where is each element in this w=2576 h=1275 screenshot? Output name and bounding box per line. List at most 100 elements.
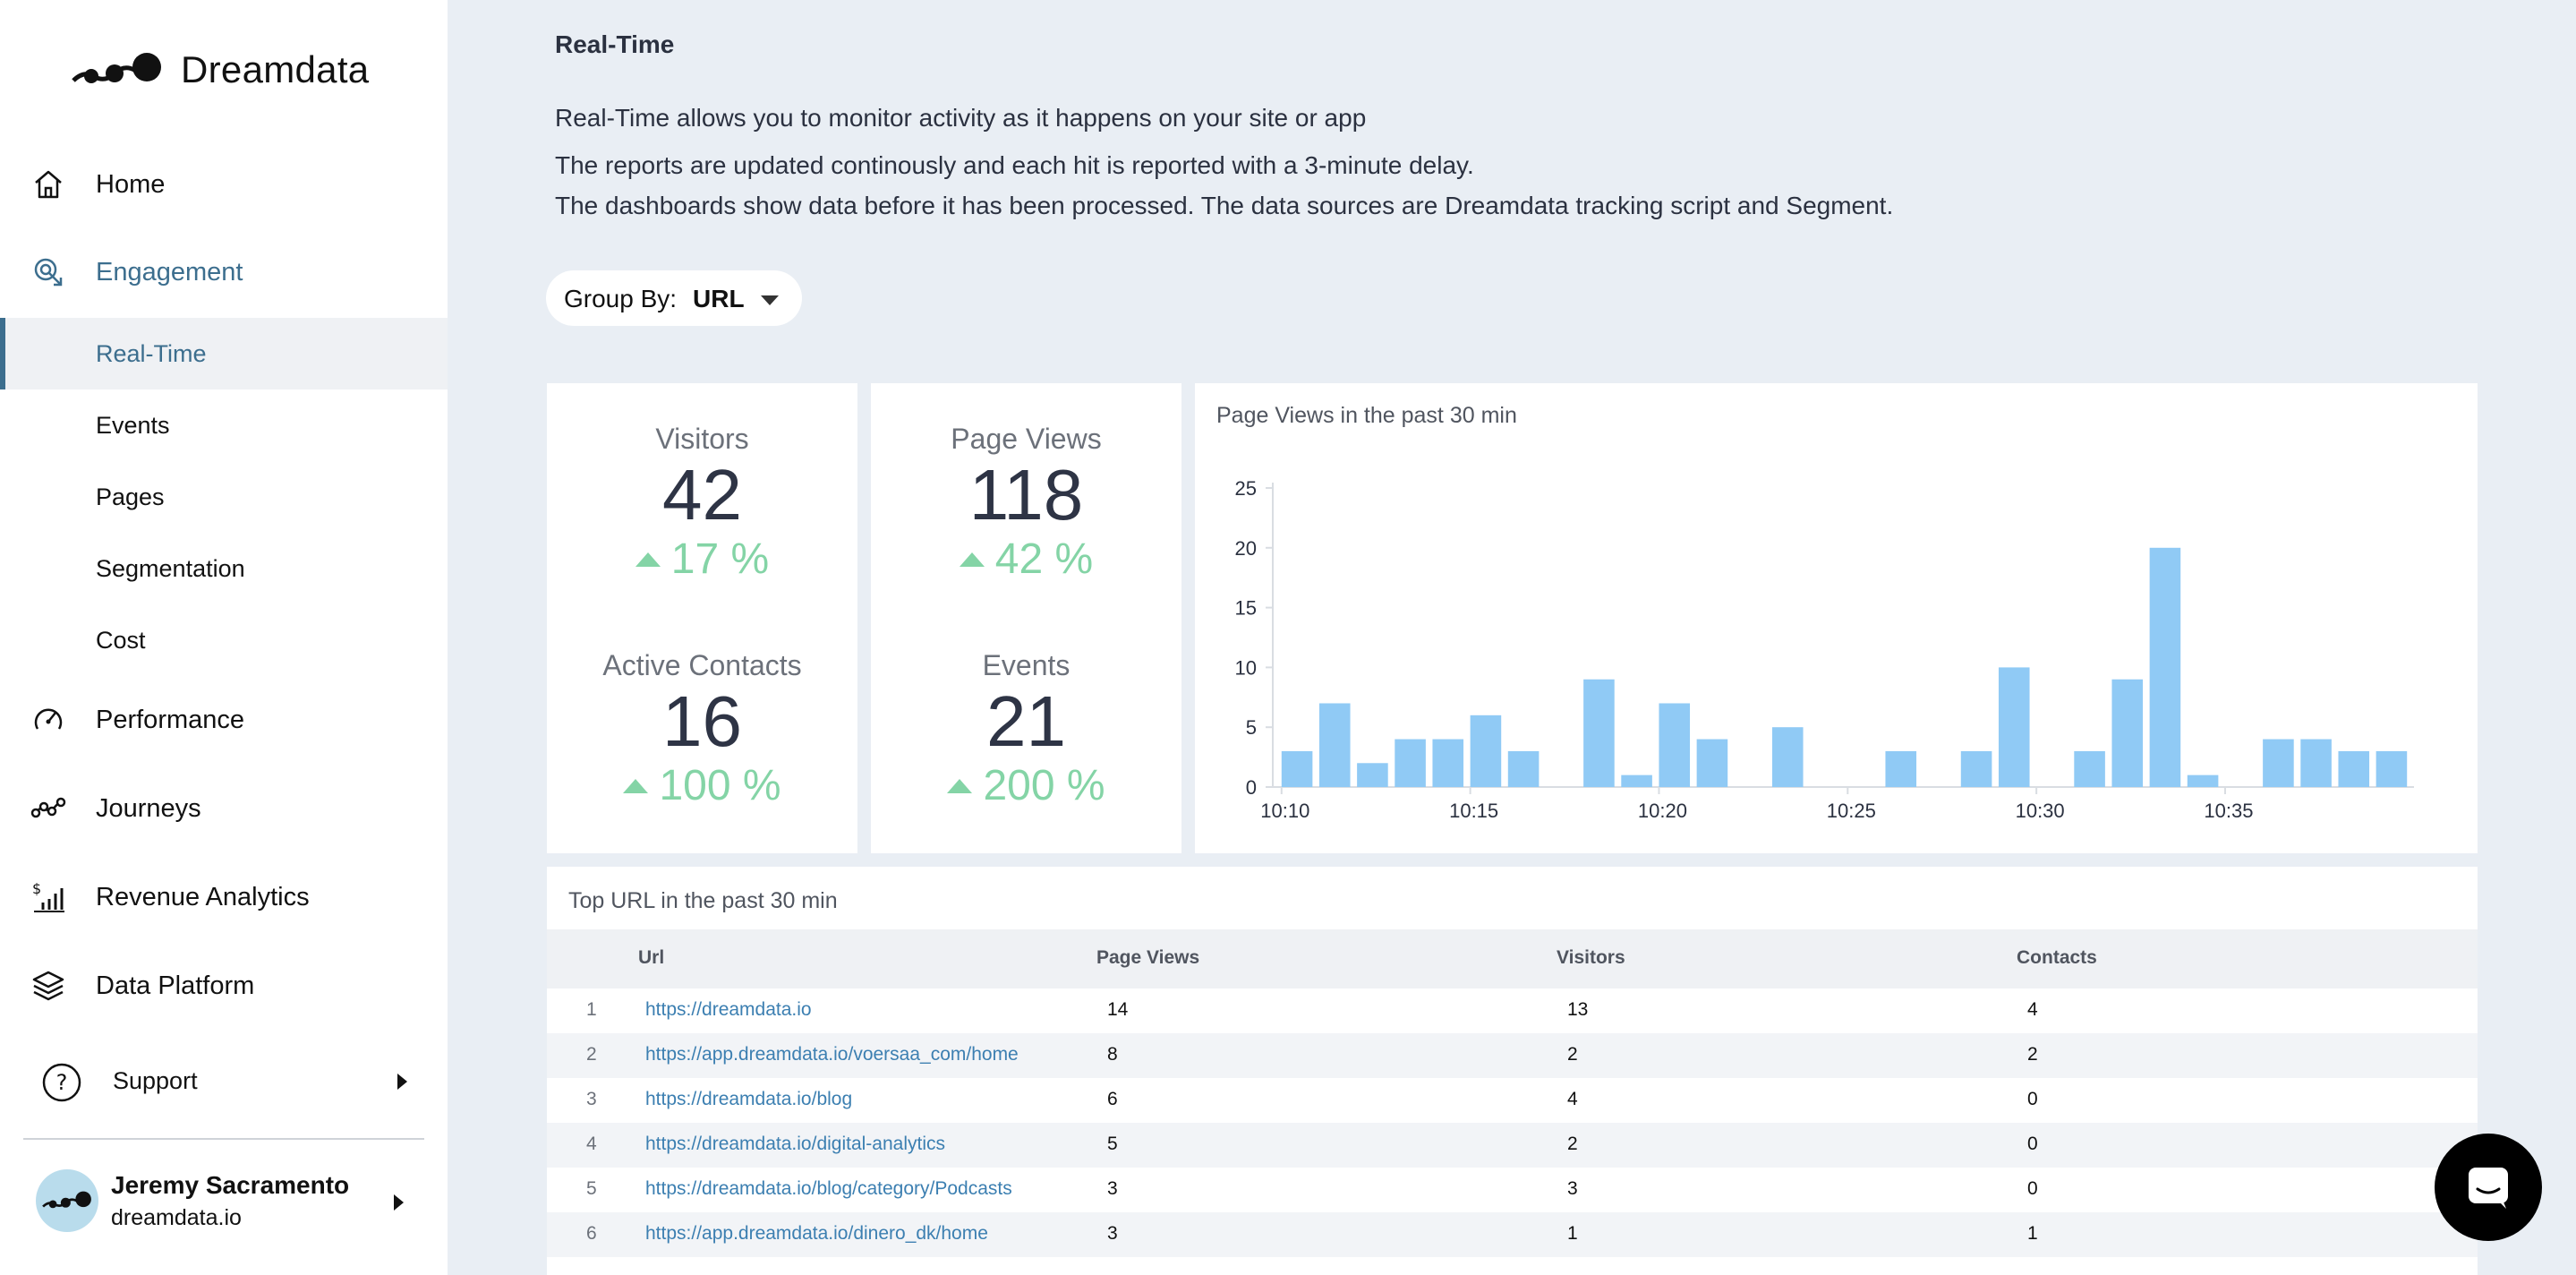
kpi-page-views: Page Views 118 42 % bbox=[871, 423, 1181, 584]
bar-10:19[interactable] bbox=[1621, 774, 1652, 787]
dreamdata-logo-icon bbox=[72, 53, 161, 83]
table-row[interactable]: 5 https://dreamdata.io/blog/category/Podc… bbox=[547, 1168, 2478, 1212]
bar-10:39[interactable] bbox=[2376, 750, 2408, 787]
top-url-table-card: Top URL in the past 30 min Url Page View… bbox=[547, 867, 2478, 1275]
nav-revenue-analytics-label: Revenue Analytics bbox=[96, 882, 310, 911]
bar-10:18[interactable] bbox=[1583, 679, 1615, 787]
cell-url-link[interactable]: https://dreamdata.io/blog bbox=[645, 1089, 853, 1109]
bar-10:11[interactable] bbox=[1318, 703, 1351, 787]
description-line: The dashboards show data before it has b… bbox=[555, 192, 1894, 219]
kpi-value: 118 bbox=[968, 455, 1084, 535]
user-name: Jeremy Sacramento bbox=[111, 1171, 350, 1199]
nav-data-platform[interactable]: Data Platform bbox=[0, 950, 448, 1022]
nav-sub-label: Pages bbox=[96, 483, 165, 510]
nav-revenue-analytics[interactable]: $ Revenue Analytics bbox=[0, 861, 448, 933]
cell-index: 2 bbox=[586, 1044, 597, 1065]
cell-contacts: 0 bbox=[2027, 1134, 2038, 1154]
cell-visitors: 3 bbox=[1567, 1178, 1578, 1199]
column-header-url[interactable]: Url bbox=[638, 947, 665, 968]
chevron-down-icon bbox=[761, 295, 779, 305]
cell-url-link[interactable]: https://app.dreamdata.io/voersaa_com/hom… bbox=[645, 1044, 1019, 1065]
cell-visitors: 4 bbox=[1567, 1089, 1578, 1109]
bar-10:38[interactable] bbox=[2338, 750, 2370, 787]
svg-text:?: ? bbox=[56, 1070, 68, 1095]
user-menu[interactable]: Jeremy Sacramento dreamdata.io bbox=[0, 1155, 448, 1254]
bar-10:20[interactable] bbox=[1659, 703, 1691, 787]
kpi-value: 42 bbox=[662, 455, 742, 535]
table-row[interactable]: 1 https://dreamdata.io 14 13 4 bbox=[547, 988, 2478, 1033]
bar-10:14[interactable] bbox=[1432, 739, 1464, 787]
bar-10:23[interactable] bbox=[1771, 727, 1804, 787]
home-icon bbox=[30, 167, 66, 202]
performance-gauge-icon bbox=[30, 702, 66, 738]
cell-index: 6 bbox=[586, 1223, 597, 1244]
triangle-up-icon bbox=[947, 778, 973, 793]
nav-support[interactable]: ? Support bbox=[0, 1046, 448, 1117]
cell-url-link[interactable]: https://app.dreamdata.io/dinero_dk/home bbox=[645, 1223, 988, 1244]
bar-10:15[interactable] bbox=[1470, 715, 1502, 787]
bar-10:32[interactable] bbox=[2111, 679, 2144, 787]
nav-sub-real-time[interactable]: Real-Time bbox=[0, 318, 448, 389]
nav-sub-cost[interactable]: Cost bbox=[0, 604, 448, 676]
nav-engagement[interactable]: Engagement bbox=[0, 236, 448, 308]
sidebar-divider bbox=[23, 1138, 424, 1140]
table-row[interactable]: 6 https://app.dreamdata.io/dinero_dk/home… bbox=[547, 1212, 2478, 1257]
kpi-events: Events 21 200 % bbox=[871, 649, 1181, 810]
nav-sub-events[interactable]: Events bbox=[0, 389, 448, 461]
table-row[interactable]: 3 https://dreamdata.io/blog 6 4 0 bbox=[547, 1078, 2478, 1123]
chart-card: Page Views in the past 30 min 0 5 10 15 20 25… bbox=[1195, 383, 2478, 853]
group-by-label: Group By: bbox=[564, 285, 678, 312]
nav-engagement-label: Engagement bbox=[96, 257, 243, 287]
column-header-contacts[interactable]: Contacts bbox=[2017, 947, 2097, 968]
bar-10:37[interactable] bbox=[2300, 739, 2332, 787]
bar-10:10[interactable] bbox=[1281, 750, 1313, 787]
column-header-visitors[interactable]: Visitors bbox=[1557, 947, 1625, 968]
bar-10:12[interactable] bbox=[1357, 763, 1388, 787]
bar-10:31[interactable] bbox=[2074, 750, 2105, 787]
kpi-label: Events bbox=[982, 649, 1070, 681]
bar-10:26[interactable] bbox=[1885, 750, 1917, 787]
brand-logo[interactable]: Dreamdata bbox=[72, 48, 369, 91]
chevron-right-icon bbox=[397, 1074, 407, 1090]
kpi-delta-value: 42 % bbox=[994, 535, 1094, 583]
bar-10:34[interactable] bbox=[2187, 774, 2219, 787]
kpi-delta-value: 17 % bbox=[670, 535, 770, 583]
kpi-card-visitors-contacts: Visitors 42 17 % Active Contacts 16 100 … bbox=[547, 383, 857, 853]
bar-10:21[interactable] bbox=[1696, 739, 1728, 787]
nav-sub-pages[interactable]: Pages bbox=[0, 461, 448, 533]
chat-launcher-button[interactable] bbox=[2435, 1134, 2542, 1241]
bar-10:36[interactable] bbox=[2263, 739, 2294, 787]
nav-performance-label: Performance bbox=[96, 705, 245, 734]
nav-performance[interactable]: Performance bbox=[0, 684, 448, 756]
sidebar: Dreamdata Home Engagement Real-Time Even… bbox=[0, 0, 448, 1275]
bar-10:16[interactable] bbox=[1507, 750, 1540, 787]
cell-url-link[interactable]: https://dreamdata.io bbox=[645, 999, 812, 1020]
nav-journeys[interactable]: Journeys bbox=[0, 773, 448, 844]
column-header-page-views[interactable]: Page Views bbox=[1096, 947, 1200, 968]
cell-visitors: 1 bbox=[1567, 1223, 1578, 1244]
kpi-delta: 100 % bbox=[547, 761, 857, 810]
bar-10:33[interactable] bbox=[2149, 547, 2181, 787]
bar-10:28[interactable] bbox=[1960, 750, 1992, 787]
cell-url-link[interactable]: https://dreamdata.io/digital-analytics bbox=[645, 1134, 946, 1154]
bar-10:29[interactable] bbox=[1998, 667, 2030, 787]
group-by-select[interactable]: Group By: URL bbox=[546, 270, 802, 326]
y-tick-label: 10 bbox=[1235, 656, 1257, 679]
table-title: Top URL in the past 30 min bbox=[568, 888, 838, 913]
avatar-logo-icon bbox=[42, 1191, 91, 1209]
nav-data-platform-label: Data Platform bbox=[96, 971, 255, 1000]
nav-home[interactable]: Home bbox=[0, 149, 448, 220]
cell-index: 5 bbox=[586, 1178, 597, 1199]
table-row[interactable]: 2 https://app.dreamdata.io/voersaa_com/ho… bbox=[547, 1033, 2478, 1078]
cell-index: 1 bbox=[586, 999, 597, 1020]
y-tick-label: 0 bbox=[1246, 776, 1257, 799]
description-line: Real-Time allows you to monitor activity… bbox=[555, 104, 1367, 132]
nav-sub-label: Events bbox=[96, 411, 170, 439]
nav-sub-segmentation[interactable]: Segmentation bbox=[0, 533, 448, 604]
bar-10:13[interactable] bbox=[1395, 739, 1426, 787]
table-row[interactable]: 4 https://dreamdata.io/digital-analytics 5… bbox=[547, 1123, 2478, 1168]
cell-url-link[interactable]: https://dreamdata.io/blog/category/Podca… bbox=[645, 1178, 1012, 1199]
engagement-icon bbox=[30, 254, 66, 290]
kpi-card-pageviews-events: Page Views 118 42 % Events 21 200 % bbox=[871, 383, 1181, 853]
chevron-right-icon bbox=[394, 1194, 404, 1211]
